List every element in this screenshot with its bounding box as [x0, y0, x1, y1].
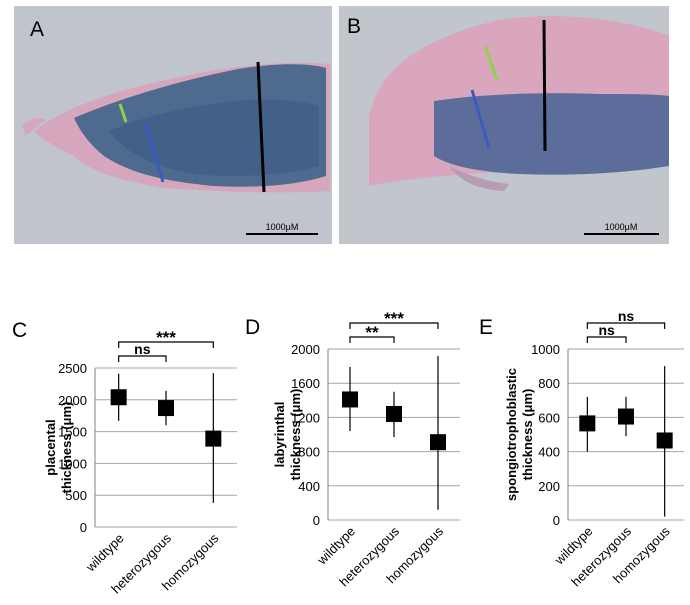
significance-bracket-e-1	[586, 322, 666, 329]
thickness-line-green-b	[483, 45, 499, 81]
significance-label-d-1: ***	[384, 309, 404, 328]
data-point-c-2	[205, 430, 222, 447]
y-tick-label-e-2: 400	[538, 445, 560, 460]
y-tick-label-d-2: 800	[298, 445, 320, 460]
data-point-d-2	[430, 434, 446, 451]
y-tick-label-e-4: 800	[538, 376, 560, 391]
significance-label-e-0: ns	[598, 322, 615, 338]
significance-bracket-d-1	[349, 322, 439, 329]
thickness-line-green-a	[118, 103, 128, 123]
y-axis-label-e-1: thickness (μm)	[520, 389, 535, 481]
data-point-e-1	[618, 408, 634, 425]
y-axis-label-c-1: thickness (μm)	[59, 402, 74, 494]
thickness-line-blue-a	[143, 123, 165, 183]
y-tick-label-c-1: 500	[65, 488, 87, 503]
histology-image-a: 1000μM	[14, 6, 332, 244]
data-point-d-1	[386, 405, 402, 422]
scale-bar-label-b: 1000μM	[605, 222, 638, 232]
y-axis-label-d-0: labyrinthal	[272, 402, 287, 468]
y-tick-label-e-1: 200	[538, 479, 560, 494]
y-axis-label-d-1: thickness (μm)	[288, 389, 303, 481]
data-point-e-2	[656, 432, 673, 449]
y-axis-label-c-0: placental	[43, 419, 58, 475]
thickness-line-black-a	[256, 61, 266, 193]
thickness-line-black-b	[542, 19, 547, 152]
panel-letter-e: E	[479, 316, 493, 339]
y-tick-label-e-3: 600	[538, 410, 560, 425]
y-axis-label-e-0: spongiotrophoblastic	[504, 368, 519, 501]
y-tick-label-d-0: 0	[313, 513, 320, 528]
y-tick-label-d-5: 2000	[291, 342, 320, 357]
y-tick-label-c-2: 1000	[58, 456, 87, 471]
y-tick-label-c-5: 2500	[58, 361, 87, 376]
significance-bracket-c-1	[118, 341, 214, 348]
y-tick-label-c-4: 2000	[58, 393, 87, 408]
significance-label-c-0: ns	[134, 341, 151, 357]
y-tick-label-e-5: 1000	[531, 342, 560, 357]
y-tick-label-c-0: 0	[80, 520, 87, 535]
thickness-line-blue-b	[470, 89, 491, 149]
y-tick-label-d-1: 400	[298, 479, 320, 494]
x-tick-label-d-0: wildtype	[314, 524, 359, 569]
panel-letter-d: D	[245, 316, 260, 339]
data-point-d-0	[342, 391, 358, 408]
x-tick-label-c-0: wildtype	[82, 531, 127, 576]
y-tick-label-e-0: 0	[553, 513, 560, 528]
panel-letter-b: B	[347, 15, 362, 38]
scale-bar-label-a: 1000μM	[266, 222, 299, 232]
significance-label-d-0: **	[365, 323, 379, 342]
significance-bracket-c-0	[118, 355, 167, 362]
y-tick-label-c-3: 1500	[58, 425, 87, 440]
significance-bracket-d-0	[349, 336, 395, 343]
data-point-c-1	[158, 400, 174, 417]
data-point-c-0	[110, 389, 127, 406]
y-tick-label-d-3: 1200	[291, 410, 320, 425]
panel-letter-a: A	[30, 18, 45, 41]
significance-label-c-1: ***	[156, 328, 176, 347]
histology-image-b: 1000μM	[339, 6, 669, 244]
panel-letter-c: C	[12, 319, 27, 342]
significance-bracket-e-0	[586, 336, 627, 343]
data-point-e-0	[579, 415, 596, 432]
y-tick-label-d-4: 1600	[291, 376, 320, 391]
significance-label-e-1: ns	[618, 308, 635, 324]
